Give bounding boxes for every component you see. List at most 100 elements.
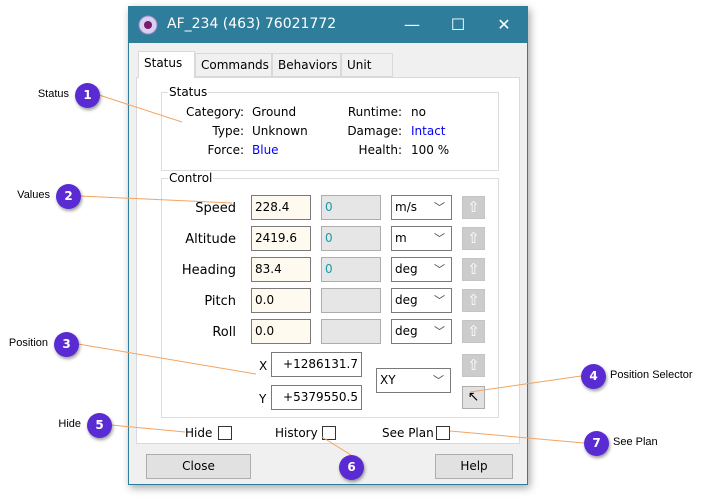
tab-status[interactable]: Status <box>138 51 195 78</box>
control-value-input[interactable]: 228.4 <box>251 195 311 220</box>
callout-badge-5: 5 <box>87 413 112 438</box>
callout-badge-2: 2 <box>56 184 81 209</box>
control-target-input[interactable]: 0 <box>321 195 381 220</box>
control-value-input[interactable]: 0.0 <box>251 288 311 313</box>
position-up-button[interactable]: ⇧ <box>462 354 485 377</box>
control-label: Pitch <box>204 294 236 309</box>
chevron-down-icon: ﹀ <box>434 294 445 307</box>
arrow-up-icon: ⇧ <box>467 291 480 309</box>
unit-select[interactable]: deg ﹀ <box>391 288 452 313</box>
callout-label-5: Hide <box>58 418 81 430</box>
control-target-input[interactable]: 0 <box>321 226 381 251</box>
callout-badge-1: 1 <box>75 83 100 108</box>
apply-up-button[interactable]: ⇧ <box>462 258 485 281</box>
unit-value: deg <box>395 262 418 276</box>
damage-label: Damage: <box>347 124 402 138</box>
callout-label-4: Position Selector <box>610 369 693 381</box>
control-value-input[interactable]: 83.4 <box>251 257 311 282</box>
callout-badge-6: 6 <box>339 455 364 480</box>
category-label: Category: <box>186 105 244 119</box>
coord-mode-select[interactable]: XY ﹀ <box>376 368 451 393</box>
unit-select[interactable]: m ﹀ <box>391 226 452 251</box>
window-title: AF_234 (463) 76021772 <box>167 16 337 32</box>
unit-window: AF_234 (463) 76021772 — ☐ ✕ Status Comma… <box>128 6 528 485</box>
x-label: X <box>259 359 268 373</box>
unit-value: m <box>395 231 407 245</box>
unit-select[interactable]: m/s ﹀ <box>391 195 452 220</box>
control-label: Altitude <box>185 232 236 247</box>
chevron-down-icon: ﹀ <box>434 325 445 338</box>
chevron-down-icon: ﹀ <box>434 201 445 214</box>
help-button[interactable]: Help <box>435 454 513 479</box>
close-button[interactable]: Close <box>146 454 251 479</box>
force-label: Force: <box>207 143 244 157</box>
control-target-input[interactable] <box>321 319 381 344</box>
tab-panel: Status Category: Ground Type: Unknown Fo… <box>136 77 520 444</box>
control-label: Heading <box>181 263 236 278</box>
runtime-label: Runtime: <box>347 105 402 119</box>
type-value: Unknown <box>252 124 308 138</box>
control-target-input[interactable]: 0 <box>321 257 381 282</box>
tab-behaviors[interactable]: Behaviors <box>272 53 341 77</box>
chevron-down-icon: ﹀ <box>434 232 445 245</box>
chevron-down-icon: ﹀ <box>434 263 445 276</box>
apply-up-button[interactable]: ⇧ <box>462 289 485 312</box>
arrow-up-icon: ⇧ <box>467 356 480 374</box>
callout-label-3: Position <box>8 337 48 349</box>
hide-checkbox[interactable] <box>218 426 232 440</box>
runtime-value: no <box>411 105 426 119</box>
see-plan-label: See Plan <box>382 426 434 440</box>
y-coordinate-input[interactable]: +5379550.5 <box>271 385 362 410</box>
apply-up-button[interactable]: ⇧ <box>462 320 485 343</box>
arrow-up-icon: ⇧ <box>467 229 480 247</box>
unit-select[interactable]: deg ﹀ <box>391 319 452 344</box>
apply-up-button[interactable]: ⇧ <box>462 196 485 219</box>
control-group: Control X +1286131.7 Y +5379550.5 XY ﹀ ⇧ … <box>161 171 499 418</box>
control-legend: Control <box>168 171 214 185</box>
position-selector-button[interactable]: ↖ <box>462 386 485 409</box>
damage-value: Intact <box>411 124 446 138</box>
status-legend: Status <box>168 85 209 99</box>
callout-badge-3: 3 <box>54 332 79 357</box>
force-value: Blue <box>252 143 279 157</box>
unit-value: m/s <box>395 200 417 214</box>
maximize-button[interactable]: ☐ <box>450 15 466 34</box>
callout-badge-7: 7 <box>584 431 609 456</box>
unit-select[interactable]: deg ﹀ <box>391 257 452 282</box>
minimize-button[interactable]: — <box>404 15 420 34</box>
callout-label-1: Status <box>37 88 69 100</box>
status-group: Status Category: Ground Type: Unknown Fo… <box>161 85 499 171</box>
callout-label-2: Values <box>17 189 50 201</box>
callout-badge-4: 4 <box>581 364 606 389</box>
control-label: Roll <box>212 325 236 340</box>
close-window-button[interactable]: ✕ <box>497 15 511 34</box>
category-value: Ground <box>252 105 297 119</box>
hide-label: Hide <box>185 426 213 440</box>
history-label: History <box>275 426 318 440</box>
health-label: Health: <box>358 143 402 157</box>
tab-unit[interactable]: Unit <box>341 53 393 77</box>
callout-label-7: See Plan <box>613 436 658 448</box>
arrow-up-icon: ⇧ <box>467 260 480 278</box>
y-label: Y <box>259 392 267 406</box>
arrow-up-icon: ⇧ <box>467 322 480 340</box>
coord-mode-value: XY <box>380 373 396 387</box>
control-value-input[interactable]: 2419.6 <box>251 226 311 251</box>
history-checkbox[interactable] <box>322 426 336 440</box>
arrow-up-icon: ⇧ <box>467 198 480 216</box>
type-label: Type: <box>212 124 244 138</box>
apply-up-button[interactable]: ⇧ <box>462 227 485 250</box>
x-coordinate-input[interactable]: +1286131.7 <box>271 352 362 377</box>
control-target-input[interactable] <box>321 288 381 313</box>
cursor-icon: ↖ <box>467 389 480 405</box>
unit-value: deg <box>395 293 418 307</box>
control-value-input[interactable]: 0.0 <box>251 319 311 344</box>
title-bar[interactable]: AF_234 (463) 76021772 — ☐ ✕ <box>129 7 527 43</box>
health-value: 100 % <box>411 143 450 157</box>
unit-value: deg <box>395 324 418 338</box>
tab-commands[interactable]: Commands <box>195 53 272 77</box>
app-icon <box>138 15 158 35</box>
see-plan-checkbox[interactable] <box>436 426 450 440</box>
control-label: Speed <box>195 201 236 216</box>
chevron-down-icon: ﹀ <box>433 374 444 387</box>
